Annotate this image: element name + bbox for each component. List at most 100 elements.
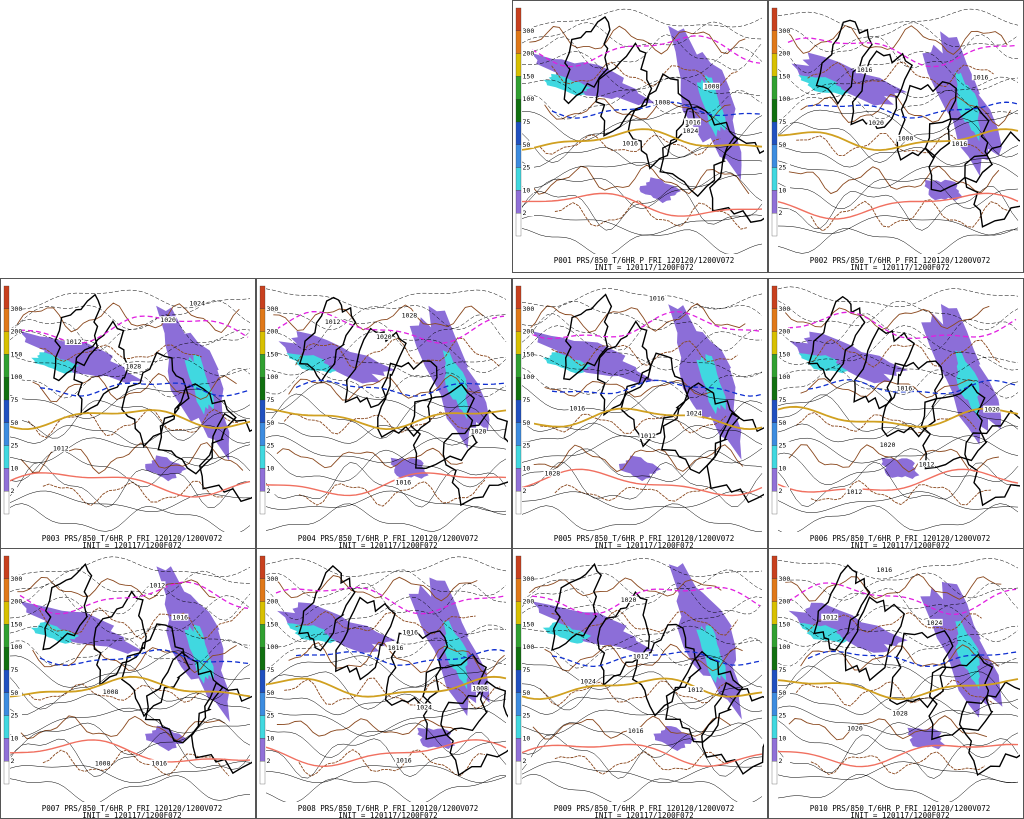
label-bg [522, 72, 534, 80]
temperature-contour [522, 325, 763, 371]
border-line [554, 484, 712, 502]
isobar [53, 293, 102, 382]
colorbar-swatch [771, 99, 778, 123]
border-line [272, 575, 478, 602]
colorbar-swatch [515, 624, 522, 648]
precip-core [184, 353, 214, 415]
thickness-line [275, 311, 505, 344]
temperature-contour [266, 722, 507, 758]
label-bg [101, 687, 119, 695]
temperature-contour [778, 705, 1019, 736]
label-bg [394, 478, 412, 486]
label-bg [266, 350, 278, 358]
isobar [442, 409, 508, 507]
colorbar-swatch [259, 578, 266, 602]
temperature-contour [778, 8, 1019, 31]
label-bg [778, 373, 790, 381]
label-bg [471, 684, 489, 692]
label-bg [778, 26, 790, 34]
contour-label: 1024 [580, 678, 596, 686]
freezing-line [10, 409, 251, 431]
temperature-contour [522, 596, 763, 642]
isobar [896, 81, 957, 161]
temperature-contour [266, 637, 507, 669]
temperature-contour [10, 424, 251, 446]
colorbar-label: 75 [267, 666, 275, 674]
temperature-contour [10, 637, 251, 666]
label-bg [10, 666, 22, 673]
label-bg [64, 337, 82, 345]
precip-area [881, 457, 920, 479]
label-bg [188, 299, 206, 307]
colorbar-label: 25 [267, 712, 275, 720]
colorbar-swatch [515, 121, 522, 145]
temperature-contour [522, 448, 763, 482]
contour-label: 1024 [686, 410, 702, 418]
label-bg [778, 327, 790, 335]
colorbar-swatch [515, 761, 522, 785]
warm-isotherm [522, 468, 763, 497]
colorbar-swatch [771, 377, 778, 401]
colorbar-swatch [259, 601, 266, 625]
isobar [813, 564, 871, 651]
temperature-contour [266, 556, 507, 577]
cold-isotherm [807, 101, 1019, 119]
border-line [551, 340, 738, 367]
colorbar-swatch [3, 715, 10, 739]
freezing-line [266, 407, 507, 431]
label-bg [653, 98, 671, 106]
colorbar-swatch [3, 738, 10, 762]
label-bg [845, 487, 863, 495]
colorbar-label: 75 [11, 396, 19, 404]
colorbar-label: 75 [523, 118, 531, 126]
colorbar-swatch [3, 285, 10, 309]
colorbar-swatch [259, 692, 266, 716]
colorbar-label: 300 [779, 575, 791, 583]
temperature-contour [266, 435, 507, 464]
colorbar-swatch [3, 422, 10, 446]
temperature-contour [778, 665, 1019, 711]
label-bg [522, 373, 534, 381]
colorbar-swatch [515, 331, 522, 355]
contour-label: 1024 [189, 300, 205, 308]
contour-label: 1012 [633, 652, 649, 660]
colorbar-label: 200 [779, 328, 791, 336]
thickness-line [531, 586, 761, 616]
label-bg [522, 574, 534, 582]
border-line [39, 607, 244, 640]
temperature-contour [522, 625, 763, 648]
contour-label: 1020 [621, 596, 637, 604]
precip-core [955, 350, 981, 420]
colorbar-label: 2 [523, 209, 527, 217]
precip-core [543, 352, 592, 374]
border-line [795, 412, 977, 434]
isobar [595, 42, 653, 137]
label-bg [648, 294, 666, 302]
colorbar-swatch [259, 331, 266, 355]
precip-area [618, 455, 661, 482]
border-line [810, 751, 986, 776]
freezing-line [522, 407, 763, 431]
colorbar-label: 50 [267, 689, 275, 697]
temperature-contour [522, 162, 763, 189]
border-line [276, 447, 464, 469]
label-bg [522, 95, 534, 103]
colorbar-swatch [515, 377, 522, 401]
temperature-contour [778, 325, 1019, 371]
colorbar-swatch [515, 738, 522, 762]
label-bg [925, 618, 943, 626]
colorbar-label: 10 [779, 186, 787, 194]
temperature-contour [522, 171, 763, 209]
thickness-line [787, 311, 1017, 340]
panel-init: INIT = 120117/1200F072 [850, 263, 949, 272]
label-bg [171, 613, 189, 621]
label-bg [895, 384, 913, 392]
map-area [10, 556, 252, 802]
warm-isotherm [778, 468, 1019, 493]
isobar [298, 565, 356, 652]
colorbar-label: 100 [523, 95, 535, 103]
temperature-contour [10, 775, 251, 802]
map-area [778, 8, 1020, 254]
label-bg [10, 464, 22, 472]
label-bg [10, 441, 22, 449]
